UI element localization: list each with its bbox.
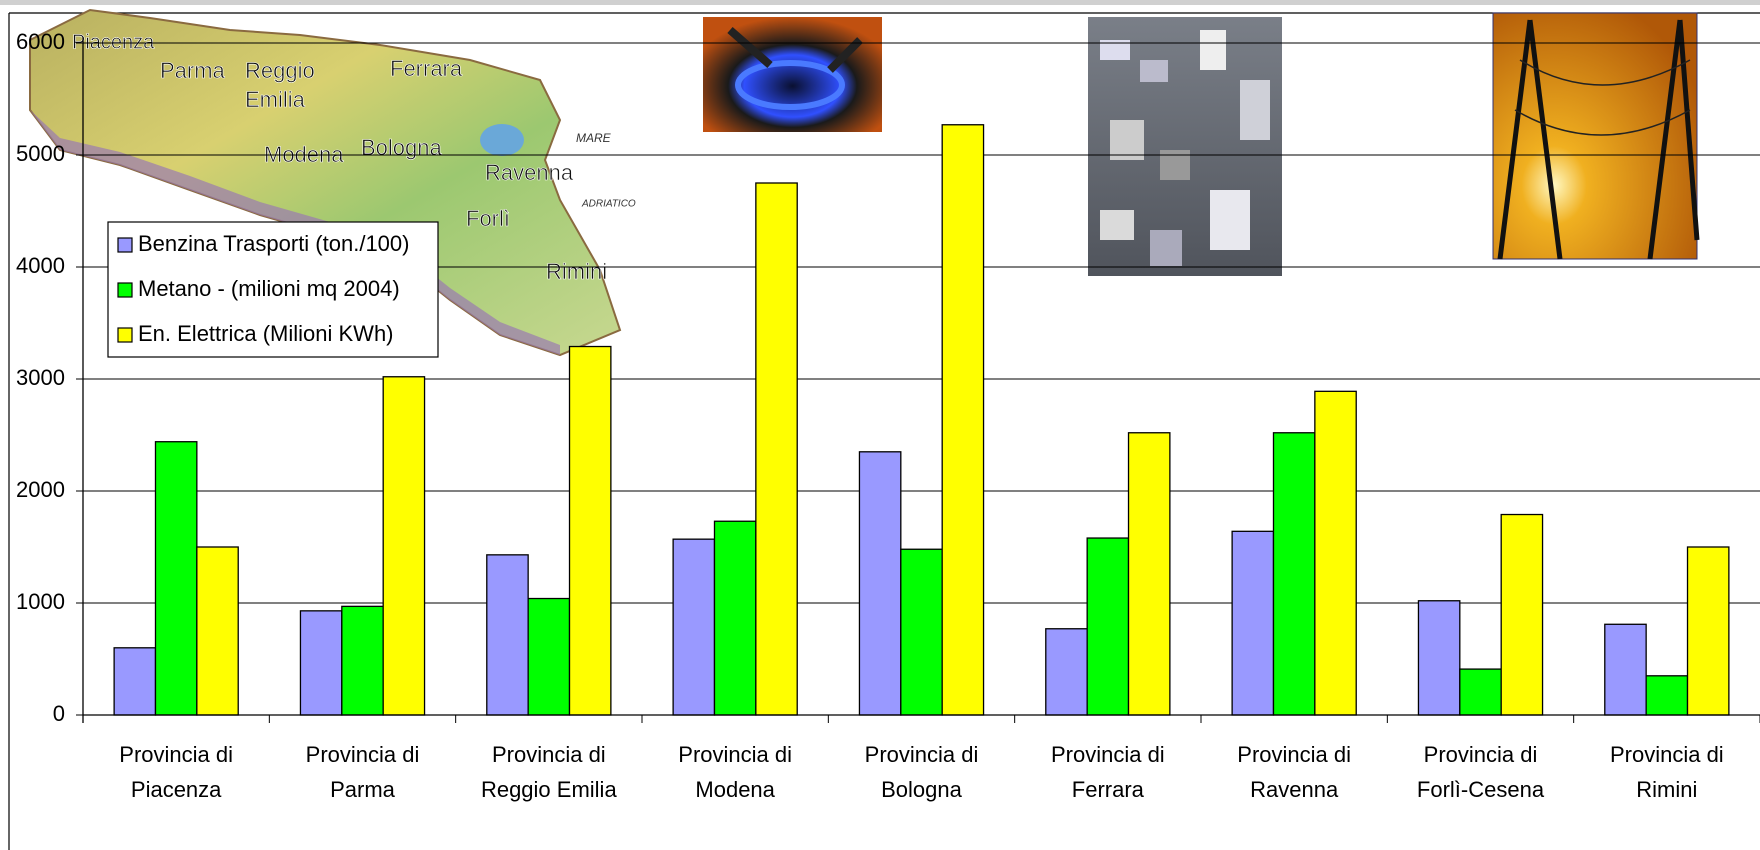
- x-tick-label: Provincia di Modena: [678, 742, 793, 802]
- bar: [1127, 432, 1171, 716]
- map-label: Rimini: [546, 259, 607, 284]
- y-tick-label: 5000: [16, 141, 65, 166]
- bar: [1500, 513, 1544, 716]
- map-label: ADRIATICO: [581, 199, 636, 210]
- bar: [1314, 390, 1357, 716]
- top-strip: [0, 0, 1760, 5]
- bar: [858, 451, 902, 716]
- y-tick-label: 0: [53, 701, 65, 726]
- traffic-image: [1088, 17, 1282, 276]
- map-label: Reggio: [245, 58, 315, 83]
- y-tick-label: 4000: [16, 253, 65, 278]
- y-tick-label: 6000: [16, 29, 65, 54]
- bar: [1686, 546, 1730, 716]
- legend-swatch: [117, 237, 133, 253]
- bar: [196, 546, 239, 716]
- legend-label: Benzina Trasporti (ton./100): [138, 231, 409, 256]
- map-label: Emilia: [245, 87, 306, 112]
- bar: [1459, 668, 1502, 716]
- y-tick-label: 1000: [16, 589, 65, 614]
- x-tick-label: Provincia di Parma: [305, 742, 420, 802]
- bar: [672, 538, 716, 716]
- legend-box: [107, 221, 439, 358]
- map-label: Forlì: [466, 206, 510, 231]
- bar: [382, 376, 426, 716]
- map-label: Ferrara: [390, 56, 463, 81]
- bar: [900, 548, 943, 716]
- x-tick-label: Provincia di Reggio Emilia: [480, 742, 617, 802]
- legend-label: En. Elettrica (Milioni KWh): [138, 321, 394, 346]
- bar: [113, 647, 157, 716]
- bar: [941, 124, 985, 716]
- bar: [1231, 530, 1275, 716]
- bar: [755, 182, 798, 716]
- y-tick-label: 2000: [16, 477, 65, 502]
- bar: [1417, 600, 1461, 716]
- x-tick-label: Provincia di Rimini: [1609, 742, 1724, 802]
- map-label: Ravenna: [485, 160, 574, 185]
- map-label: Modena: [264, 142, 344, 167]
- x-tick-label: Provincia di Ravenna: [1237, 742, 1352, 802]
- bar: [1086, 537, 1130, 716]
- legend-swatch: [117, 282, 133, 298]
- map-label: MARE: [576, 131, 612, 145]
- x-tick-label: Provincia di Forlì-Cesena: [1416, 742, 1545, 802]
- map-label: Piacenza: [72, 31, 155, 53]
- bar: [1645, 675, 1689, 716]
- legend-swatch: [117, 327, 133, 343]
- gas-image: [703, 17, 882, 132]
- bar: [1045, 628, 1088, 716]
- map-image: [29, 8, 622, 357]
- bar: [341, 605, 384, 716]
- bar: [1604, 623, 1647, 716]
- power-image: [1492, 12, 1700, 260]
- map-label: Bologna: [361, 135, 443, 160]
- bar: [713, 520, 757, 716]
- bar: [568, 345, 612, 716]
- x-tick-label: Provincia di Ferrara: [1050, 742, 1165, 802]
- x-tick-label: Provincia di Piacenza: [119, 742, 234, 802]
- map-label: Parma: [160, 58, 226, 83]
- bar: [1272, 432, 1316, 716]
- bar: [154, 441, 198, 716]
- x-tick-label: Provincia di Bologna: [864, 742, 979, 802]
- bar: [527, 597, 571, 716]
- y-tick-label: 3000: [16, 365, 65, 390]
- bar: [486, 554, 529, 716]
- legend-label: Metano - (milioni mq 2004): [138, 276, 400, 301]
- bar: [299, 610, 343, 716]
